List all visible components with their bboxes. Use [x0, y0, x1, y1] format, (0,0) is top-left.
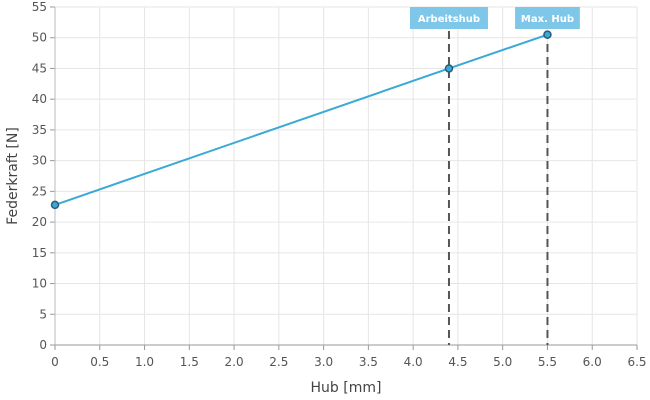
y-tick-label: 0 — [39, 338, 47, 352]
annotation-label-text: Max. Hub — [521, 14, 574, 25]
annotation-label-text: Arbeitshub — [418, 14, 480, 25]
annotation-lines — [447, 18, 549, 345]
x-tick-label: 3.0 — [314, 355, 333, 369]
annotation-label: Arbeitshub — [409, 7, 488, 29]
y-tick-label: 50 — [32, 31, 47, 45]
x-tick-label: 5.0 — [493, 355, 512, 369]
x-tick-label: 2.5 — [269, 355, 288, 369]
x-axis-title: Hub [mm] — [311, 380, 382, 396]
y-tick-label: 45 — [32, 61, 47, 75]
annotation-labels: Arbeitshub Max. Hub — [409, 7, 580, 29]
x-tick-label: 1.5 — [180, 355, 199, 369]
x-tick-label: 4.0 — [404, 355, 423, 369]
annotation-label-box — [409, 7, 488, 29]
x-tick-label: 1.0 — [135, 355, 154, 369]
y-tick-label: 30 — [32, 154, 47, 168]
y-tick-label: 10 — [32, 277, 47, 291]
axes — [50, 6, 638, 350]
y-axis-title: Federkraft [N] — [5, 127, 21, 225]
y-tick-label: 40 — [32, 92, 47, 106]
y-tick-label: 55 — [32, 0, 47, 14]
x-tick-label: 0 — [51, 355, 59, 369]
x-tick-label: 2.0 — [225, 355, 244, 369]
annotation-label-box — [515, 7, 580, 29]
annotation-label: Max. Hub — [515, 7, 580, 29]
series-layer — [50, 30, 552, 210]
y-tick-label: 5 — [39, 307, 47, 321]
x-tick-label: 6.0 — [583, 355, 602, 369]
grid-lines — [54, 6, 638, 346]
series-line — [54, 33, 548, 206]
data-point — [543, 30, 552, 39]
y-tick-label: 20 — [32, 215, 47, 229]
x-tick-label: 0.5 — [90, 355, 109, 369]
x-tick-label: 4.5 — [448, 355, 467, 369]
x-tick-label: 3.5 — [359, 355, 378, 369]
y-tick-label: 15 — [32, 246, 47, 260]
y-tick-label: 25 — [32, 184, 47, 198]
x-tick-labels: 0 0.5 1.0 1.5 2.0 2.5 3.0 3.5 4.0 4.5 5.0 5.5 6.0 6.5 — [51, 355, 646, 369]
x-tick-label: 6.5 — [627, 355, 646, 369]
x-tick-label: 5.5 — [538, 355, 557, 369]
data-point — [444, 64, 454, 73]
data-point — [50, 200, 60, 210]
y-tick-labels: 0 5 10 15 20 25 30 35 40 45 50 55 — [32, 0, 47, 352]
y-tick-label: 35 — [32, 123, 47, 137]
